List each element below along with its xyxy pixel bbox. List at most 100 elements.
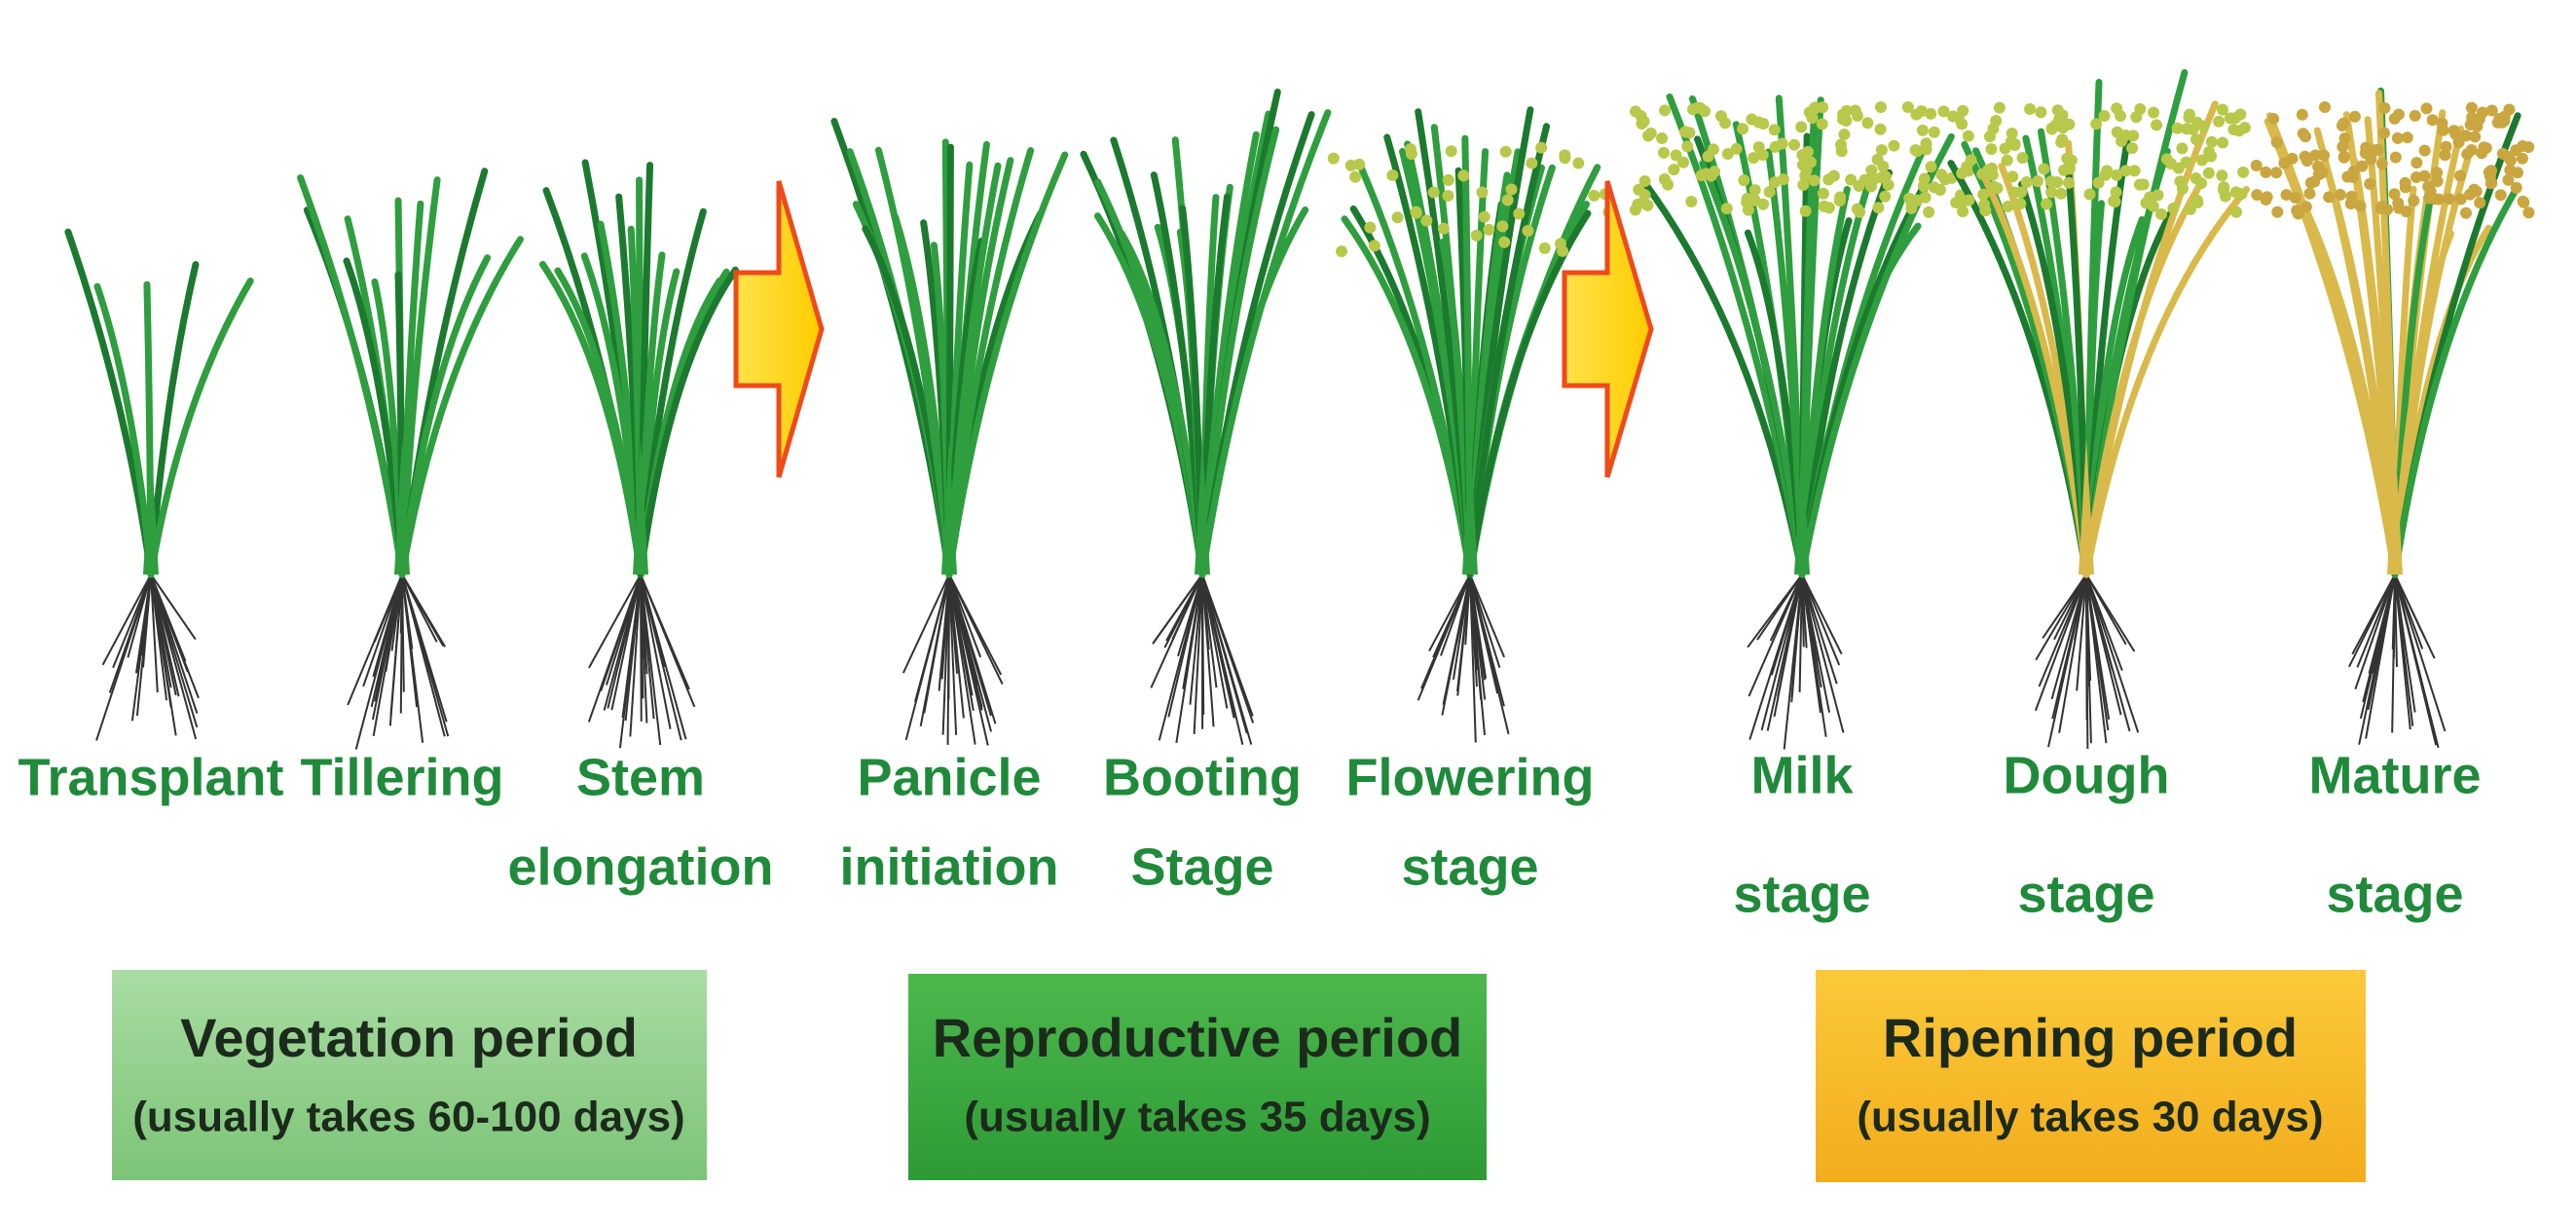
grain (2014, 198, 2027, 210)
grain (2195, 154, 2208, 167)
grain (1901, 101, 1914, 114)
grain (1327, 152, 1340, 165)
grain (2443, 193, 2455, 205)
grain (2318, 149, 2331, 162)
grain (1851, 203, 1863, 215)
grain (1437, 222, 1450, 235)
grain (1919, 191, 1932, 204)
grain (1679, 126, 1692, 138)
root (347, 574, 403, 706)
stage-label: Dough (2004, 746, 2170, 804)
grain (2190, 194, 2203, 206)
grain (1937, 105, 1950, 118)
grain (2348, 110, 2361, 123)
grain (2278, 157, 2291, 169)
grain (1720, 203, 1733, 215)
grain (1496, 220, 1509, 233)
stage-label: Stage (1130, 837, 1273, 896)
period-title: Vegetation period (180, 1007, 638, 1068)
grain (1629, 204, 1641, 216)
grain (2378, 102, 2391, 115)
leaf (1466, 123, 1551, 578)
grain (1695, 169, 1708, 182)
stage-label: stage (2017, 865, 2154, 923)
grain (1797, 178, 1810, 191)
grain (1769, 140, 1782, 153)
grain (2318, 101, 2331, 114)
stem (143, 438, 159, 575)
grain (1867, 173, 1880, 186)
root (1201, 574, 1254, 717)
grain (2016, 152, 2029, 165)
root (1801, 574, 1843, 655)
grain (2410, 157, 2423, 169)
grain (2271, 205, 2284, 218)
grain (2183, 111, 2195, 124)
grain (1916, 124, 1929, 136)
grain (1993, 101, 2006, 114)
grain (2356, 160, 2369, 172)
grain (1768, 124, 1781, 136)
grain (2213, 115, 2226, 128)
grain (2061, 152, 2074, 165)
period-subtitle: (usually takes 30 days) (1857, 1094, 2323, 1141)
root (914, 574, 950, 702)
grain (2230, 205, 2243, 218)
grain (1777, 173, 1789, 186)
grain (2511, 167, 2523, 179)
grain (1702, 150, 1714, 163)
plant (1629, 93, 1974, 750)
grain (2205, 150, 2218, 163)
grain (1979, 204, 1992, 217)
grain (2337, 140, 2349, 153)
grain (2148, 106, 2160, 119)
leaf (147, 278, 254, 578)
grain (1737, 123, 1749, 135)
grain (1816, 118, 1828, 130)
root (1801, 574, 1831, 713)
grain (1638, 175, 1651, 188)
grain (2454, 169, 2467, 182)
grain (1950, 197, 1963, 209)
grain (2176, 182, 2189, 195)
stage-label: Tillering (300, 748, 503, 806)
grain (2297, 128, 2309, 140)
stem (394, 438, 410, 575)
grain (2280, 189, 2293, 202)
grain (1923, 205, 1935, 218)
root (640, 574, 687, 740)
stem (1462, 438, 1478, 575)
grain (1925, 107, 1937, 120)
period-title: Reproductive period (933, 1007, 1463, 1068)
grain (2194, 177, 2207, 190)
grain (2459, 206, 2472, 219)
grain (1985, 143, 1998, 156)
root (1770, 574, 1803, 676)
grain (1962, 130, 1974, 142)
grain (1999, 142, 2011, 155)
grain (1698, 105, 1711, 118)
grain (2045, 186, 2058, 199)
grain (1956, 118, 1969, 130)
grain (1668, 164, 1680, 176)
leaf (1198, 109, 1332, 578)
grain (2057, 122, 2070, 134)
grain (1986, 168, 1999, 181)
grain (2111, 168, 2123, 181)
grain (2155, 207, 2168, 220)
grain (1353, 158, 1366, 170)
grain (1391, 211, 1404, 224)
root (603, 574, 642, 711)
grain (2197, 120, 2210, 132)
grain (1656, 132, 1669, 145)
grain (1364, 221, 1377, 234)
root (640, 574, 662, 746)
grain (2171, 122, 2184, 134)
grain (2235, 188, 2248, 201)
grain (1920, 137, 1932, 150)
grain (2399, 181, 2411, 194)
grain (2152, 189, 2164, 202)
grain (1803, 106, 1816, 119)
root (1469, 574, 1501, 668)
